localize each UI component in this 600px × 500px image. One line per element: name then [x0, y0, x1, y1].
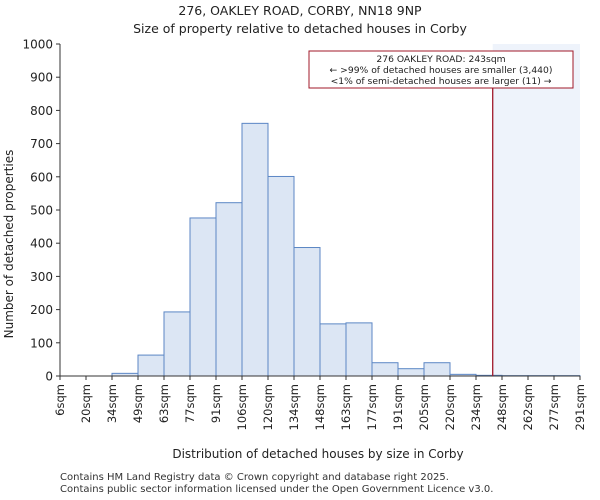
x-axis-label: Distribution of detached houses by size …	[172, 447, 463, 461]
x-tick-label: 77sqm	[183, 384, 197, 423]
x-tick-label: 248sqm	[495, 384, 509, 430]
y-tick-label: 600	[30, 170, 53, 184]
x-tick-label: 120sqm	[261, 384, 275, 430]
annotation-box: 276 OAKLEY ROAD: 243sqm ← >99% of detach…	[308, 50, 574, 89]
x-tick-label: 20sqm	[79, 384, 93, 423]
annotation-line-3: <1% of semi-detached houses are larger (…	[331, 76, 552, 87]
bar	[397, 368, 425, 377]
y-axis: 0 100 200 300 400 500 600 700 800 900 1000	[22, 38, 61, 384]
annotation-frame	[308, 50, 574, 89]
bar	[319, 323, 347, 377]
bar	[137, 354, 165, 377]
bars	[111, 122, 581, 377]
bar	[241, 122, 269, 377]
bar	[345, 322, 373, 377]
chart: 276, OAKLEY ROAD, CORBY, NN18 9NP Size o…	[2, 3, 587, 461]
highlight-rect	[492, 44, 580, 376]
footer-line-1: Contains HM Land Registry data © Crown c…	[60, 472, 449, 483]
y-tick-label: 300	[30, 270, 53, 284]
bar	[267, 175, 295, 377]
x-tick-label: 205sqm	[417, 384, 431, 430]
highlight-region	[492, 44, 580, 376]
bar	[293, 247, 321, 377]
y-tick-label: 0	[45, 370, 53, 384]
x-tick-label: 277sqm	[547, 384, 561, 430]
y-tick-label: 400	[30, 237, 53, 251]
x-axis: 6sqm 20sqm 34sqm 49sqm 63sqm 77sqm 91sqm 106sqm…	[53, 375, 587, 430]
x-tick-label: 177sqm	[365, 384, 379, 430]
x-tick-label: 91sqm	[209, 384, 223, 423]
x-tick-label: 234sqm	[469, 384, 483, 430]
x-tick-label: 134sqm	[287, 384, 301, 430]
x-tick-label: 191sqm	[391, 384, 405, 430]
x-tick-label: 49sqm	[131, 384, 145, 423]
x-tick-label: 34sqm	[105, 384, 119, 423]
bar	[189, 217, 217, 377]
bar	[371, 362, 399, 377]
x-tick-label: 63sqm	[157, 384, 171, 423]
y-tick-label: 100	[30, 336, 53, 350]
bar	[423, 362, 451, 377]
y-tick-label: 500	[30, 204, 53, 218]
y-tick-label: 900	[30, 71, 53, 85]
y-tick-label: 1000	[22, 38, 53, 52]
y-tick-label: 200	[30, 303, 53, 317]
y-axis-label: Number of detached properties	[2, 150, 16, 339]
chart-subtitle: Size of property relative to detached ho…	[133, 21, 467, 36]
annotation-line-1: 276 OAKLEY ROAD: 243sqm	[376, 54, 505, 65]
x-tick-label: 106sqm	[235, 384, 249, 430]
x-tick-label: 148sqm	[313, 384, 327, 430]
x-tick-label: 220sqm	[443, 384, 457, 430]
x-tick-label: 6sqm	[53, 384, 67, 416]
annotation-line-2: ← >99% of detached houses are smaller (3…	[330, 65, 553, 76]
bar	[215, 202, 243, 377]
y-tick-label: 800	[30, 104, 53, 118]
bar	[163, 311, 191, 377]
x-tick-label: 262sqm	[521, 384, 535, 430]
chart-title: 276, OAKLEY ROAD, CORBY, NN18 9NP	[178, 3, 422, 18]
footer-line-2: Contains public sector information licen…	[60, 484, 494, 495]
x-tick-label: 291sqm	[573, 384, 587, 430]
x-tick-label: 163sqm	[339, 384, 353, 430]
y-tick-label: 700	[30, 137, 53, 151]
